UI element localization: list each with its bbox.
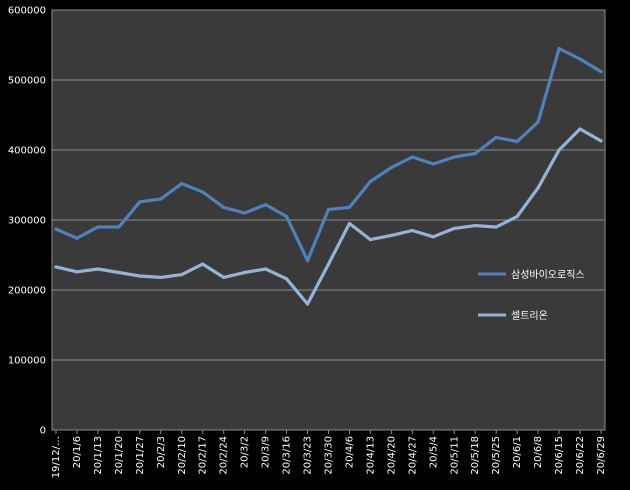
legend-label-celltrion: 셀트리온 xyxy=(511,310,548,322)
x-tick-label: 20/2/3 xyxy=(156,436,167,468)
data-point xyxy=(264,203,268,207)
data-point xyxy=(515,214,519,219)
x-tick-label: 20/2/24 xyxy=(219,436,230,475)
x-tick-label: 20/5/25 xyxy=(491,436,502,475)
x-axis-ticks: 19/12/… 20/1/6 20/1/13 20/1/20 20/1/27 20/2/3… xyxy=(51,430,607,478)
data-point xyxy=(431,162,435,166)
data-point xyxy=(578,57,582,61)
data-point xyxy=(305,259,310,263)
data-point xyxy=(599,70,603,74)
data-point xyxy=(264,267,268,271)
x-tick-label: 20/3/9 xyxy=(261,436,272,468)
data-point xyxy=(284,277,289,281)
x-tick-label: 20/3/16 xyxy=(282,436,293,475)
y-tick-label: 200000 xyxy=(8,286,46,297)
data-point xyxy=(452,155,456,159)
data-point xyxy=(117,225,121,229)
y-tick-label: 500000 xyxy=(8,76,46,87)
y-tick-label: 600000 xyxy=(8,6,46,17)
data-point xyxy=(75,236,79,240)
legend: 삼성바이오로직스 셀트리온 xyxy=(478,269,585,322)
legend-label-samsung-biologics: 삼성바이오로직스 xyxy=(511,269,585,281)
data-point xyxy=(222,205,226,209)
data-point xyxy=(75,270,79,274)
x-tick-label: 20/6/1 xyxy=(512,436,523,468)
data-point xyxy=(515,140,519,144)
series-lines xyxy=(54,46,603,306)
data-point xyxy=(557,46,561,51)
y-tick-label: 100000 xyxy=(8,356,46,367)
data-point xyxy=(473,224,477,228)
data-point xyxy=(452,226,456,230)
data-point xyxy=(138,200,142,204)
data-point xyxy=(159,197,163,201)
x-tick-label: 20/5/11 xyxy=(449,436,460,475)
data-point xyxy=(389,233,393,237)
data-point xyxy=(389,165,393,170)
data-point xyxy=(117,270,121,275)
data-point xyxy=(180,182,184,186)
data-point xyxy=(159,275,163,279)
data-point xyxy=(243,211,247,215)
x-tick-label: 20/3/30 xyxy=(324,436,335,475)
x-tick-label: 20/2/10 xyxy=(177,436,188,475)
x-tick-label: 20/4/13 xyxy=(365,436,376,475)
data-point xyxy=(222,275,226,279)
data-point xyxy=(473,151,477,156)
x-tick-label: 20/6/8 xyxy=(533,436,544,468)
data-point xyxy=(305,302,310,306)
y-axis-ticks: 0 100000 200000 300000 400000 500000 600000 xyxy=(8,6,46,437)
data-point xyxy=(494,135,498,139)
data-point xyxy=(54,265,58,269)
x-tick-label: 20/3/23 xyxy=(303,436,314,475)
data-point xyxy=(368,238,373,242)
data-point xyxy=(578,127,582,131)
data-point xyxy=(410,155,414,159)
data-point xyxy=(410,228,414,233)
data-point xyxy=(138,274,142,278)
x-tick-label: 20/5/18 xyxy=(470,436,481,475)
data-point xyxy=(599,139,603,143)
y-tick-label: 300000 xyxy=(8,216,46,227)
data-point xyxy=(201,190,205,194)
data-point xyxy=(494,225,498,229)
y-tick-label: 0 xyxy=(40,426,46,437)
data-point xyxy=(536,186,540,190)
data-point xyxy=(201,262,205,266)
data-point xyxy=(347,221,352,226)
x-tick-label: 20/6/22 xyxy=(575,436,586,475)
x-tick-label: 20/6/15 xyxy=(554,436,565,475)
data-point xyxy=(96,225,100,229)
data-point xyxy=(557,148,561,152)
data-point xyxy=(96,267,100,271)
x-tick-label: 20/6/29 xyxy=(596,436,607,475)
data-point xyxy=(368,179,373,184)
data-point xyxy=(347,205,352,209)
x-tick-label: 20/5/4 xyxy=(428,436,439,468)
x-tick-label: 20/1/20 xyxy=(114,436,125,475)
x-tick-label: 20/1/27 xyxy=(135,436,146,475)
data-point xyxy=(284,214,289,219)
data-point xyxy=(326,262,331,266)
y-tick-label: 400000 xyxy=(8,146,46,157)
x-tick-label: 20/4/6 xyxy=(344,436,355,468)
data-point xyxy=(54,227,58,231)
data-point xyxy=(243,270,247,275)
data-point xyxy=(180,273,184,277)
x-tick-label: 20/3/2 xyxy=(240,436,251,468)
data-point xyxy=(326,207,331,212)
x-tick-label: 20/1/13 xyxy=(93,436,104,475)
x-tick-label: 20/4/20 xyxy=(386,436,397,475)
x-tick-label: 20/4/27 xyxy=(407,436,418,475)
x-tick-label: 20/1/6 xyxy=(72,436,83,468)
x-tick-label: 19/12/… xyxy=(51,436,62,478)
x-tick-label: 20/2/17 xyxy=(198,436,209,475)
data-point xyxy=(431,235,435,239)
data-point xyxy=(536,120,540,124)
